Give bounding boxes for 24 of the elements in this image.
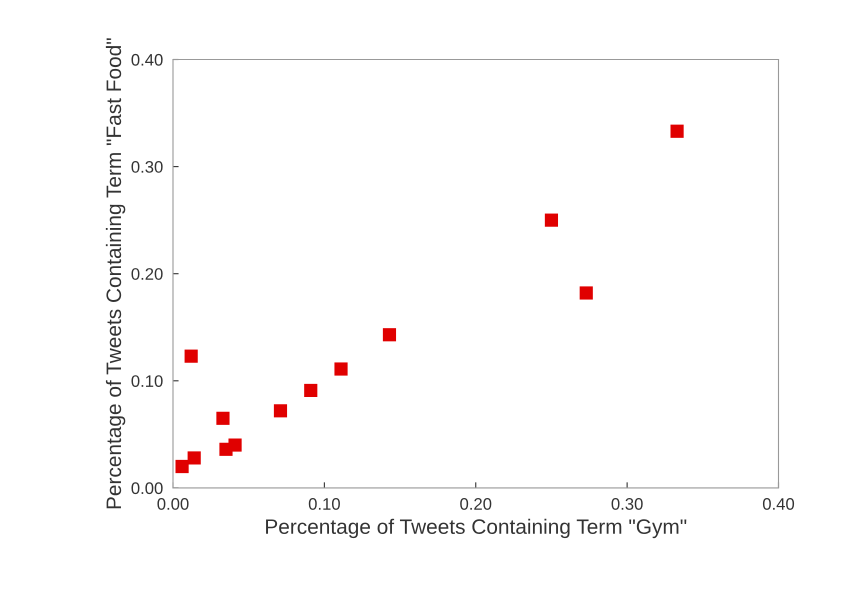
y-axis-title: Percentage of Tweets Containing Term "Fast Food" [106, 38, 126, 508]
point [184, 350, 198, 363]
y-tick-label: 0.30 [131, 161, 163, 173]
point [216, 412, 230, 425]
x-tick-label: 0.30 [612, 498, 643, 510]
point [175, 460, 189, 474]
x-tick-label: 0.00 [157, 498, 189, 510]
point [670, 124, 684, 138]
point [304, 384, 318, 398]
point [274, 404, 288, 418]
point [188, 451, 201, 464]
point [334, 362, 348, 376]
y-tick-label: 0.10 [131, 375, 163, 388]
point [544, 214, 558, 227]
x-tick-label: 0.20 [460, 498, 492, 510]
point [580, 286, 593, 300]
point [382, 328, 396, 342]
point [228, 438, 242, 452]
x-axis-title: Percentage of Tweets Containing Term "Gym" [266, 518, 686, 538]
x-tick-label: 0.40 [762, 498, 794, 510]
y-tick-label: 0.20 [131, 268, 163, 280]
x-tick-label: 0.10 [308, 498, 340, 510]
y-tick-label: 0.40 [131, 54, 163, 66]
y-tick-label: 0.00 [131, 482, 163, 494]
